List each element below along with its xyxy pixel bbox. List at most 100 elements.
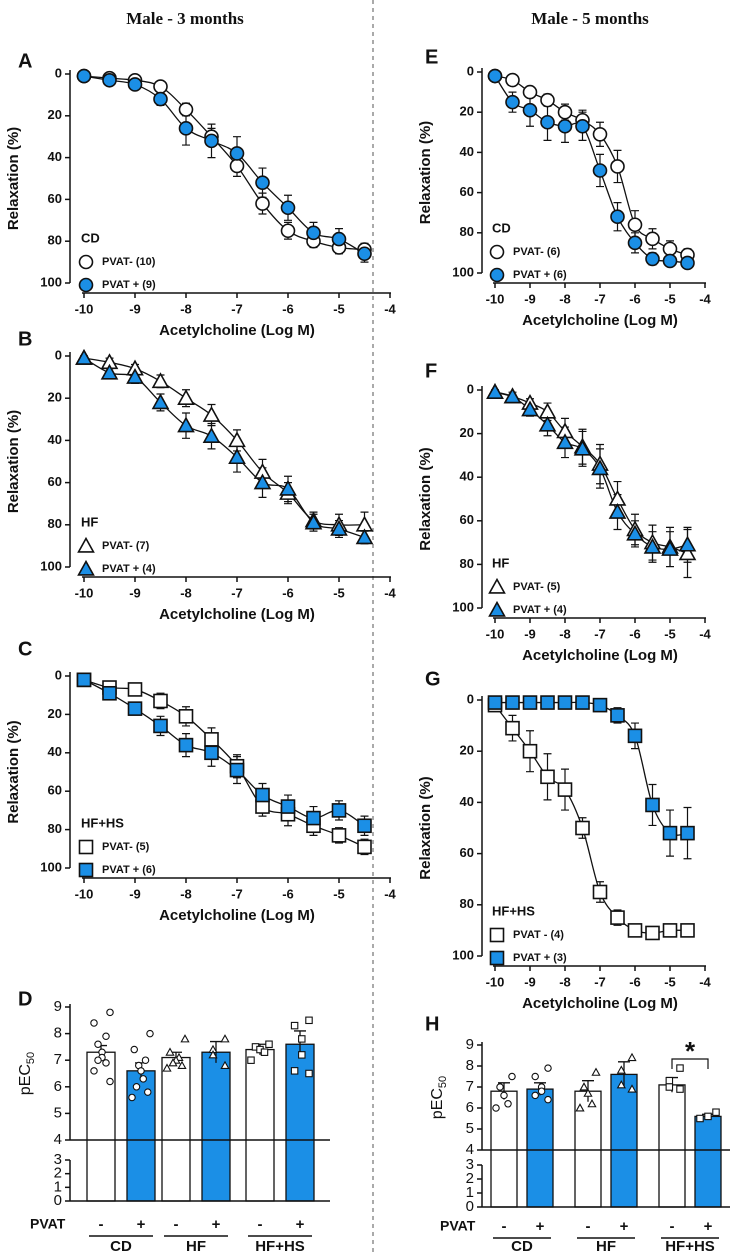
group-label: HF <box>186 1238 206 1254</box>
bar <box>245 1048 275 1202</box>
y-tick-label: 40 <box>48 149 62 164</box>
data-point <box>504 1100 512 1108</box>
data-point <box>280 223 296 239</box>
group-label: HF+HS <box>255 1238 305 1254</box>
data-point <box>676 1064 684 1072</box>
data-point <box>592 127 608 142</box>
data-point <box>298 1051 306 1059</box>
x-tick-label: -5 <box>333 585 345 600</box>
data-point <box>680 825 695 841</box>
x-tick-label: -10 <box>486 626 505 641</box>
data-point <box>610 159 625 174</box>
data-point <box>208 1050 218 1059</box>
bar <box>658 1084 686 1208</box>
x-tick-label: -6 <box>629 626 641 641</box>
data-point <box>680 923 695 938</box>
data-point <box>177 416 195 433</box>
data-point <box>531 1091 539 1100</box>
data-point <box>505 94 520 110</box>
y-tick-label: 20 <box>460 104 474 119</box>
x-tick-label: -9 <box>129 585 141 600</box>
significance-bracket <box>671 1058 709 1069</box>
y-tick-label: 0 <box>55 667 62 682</box>
y-tick-label: 80 <box>460 896 474 911</box>
data-point <box>487 695 503 710</box>
data-point <box>130 1045 139 1054</box>
data-point <box>127 682 143 697</box>
bar <box>610 1073 638 1208</box>
panel-letter: G <box>425 668 441 690</box>
data-point <box>627 1084 637 1093</box>
data-point <box>162 1063 172 1072</box>
data-point <box>627 217 643 233</box>
y-tick-label: 40 <box>460 469 474 484</box>
data-point <box>100 363 119 380</box>
data-point <box>487 68 503 84</box>
y-tick-label: 6 <box>54 1078 62 1095</box>
legend-label: PVAT- (6) <box>513 246 561 258</box>
data-point <box>587 1098 597 1108</box>
y-axis-label: Relaxation (%) <box>417 447 434 550</box>
data-point <box>505 720 520 736</box>
x-tick-label: -10 <box>75 886 94 901</box>
fit-line <box>494 701 688 836</box>
x-tick-label: -4 <box>699 291 711 306</box>
x-tick-label: -6 <box>282 301 294 316</box>
data-point <box>540 769 555 785</box>
data-point <box>228 431 246 448</box>
data-point <box>106 1077 114 1086</box>
data-point <box>255 787 270 803</box>
data-point <box>645 925 660 941</box>
column-header: Male - 5 months <box>531 9 649 28</box>
y-axis-label: Relaxation (%) <box>5 410 22 513</box>
data-point <box>331 828 347 843</box>
y-tick-label: 40 <box>48 432 62 447</box>
fit-line <box>83 75 365 251</box>
data-point <box>229 158 245 174</box>
data-point <box>544 1095 552 1104</box>
data-point <box>153 693 168 709</box>
y-axis-label-sub: 50 <box>25 1052 37 1064</box>
data-point <box>592 163 608 178</box>
bar <box>161 1056 191 1202</box>
data-point <box>137 1067 145 1075</box>
data-point <box>579 1082 589 1091</box>
legend-label: PVAT + (9) <box>102 279 156 291</box>
x-tick-label: -10 <box>75 301 94 316</box>
legend-marker <box>489 244 505 260</box>
data-point <box>662 825 678 841</box>
x-tick-label: -8 <box>180 886 192 901</box>
y-tick-label: 3 <box>466 1156 474 1173</box>
x-tick-label: -10 <box>486 291 505 306</box>
data-point <box>102 685 117 701</box>
x-tick-label: -5 <box>664 974 676 989</box>
data-point <box>537 1087 546 1095</box>
data-point <box>220 1034 230 1043</box>
data-point <box>661 540 679 556</box>
x-tick-label: -9 <box>524 291 536 306</box>
data-point <box>151 372 170 389</box>
data-point <box>255 175 270 190</box>
y-tick-label: 20 <box>48 706 62 721</box>
data-point <box>544 1064 552 1072</box>
panel-letter: F <box>425 360 437 382</box>
x-tick-label: -8 <box>559 626 571 641</box>
data-point <box>645 251 660 267</box>
data-point <box>132 1083 141 1091</box>
data-point <box>168 1058 178 1067</box>
data-point <box>102 1032 110 1041</box>
y-tick-label: 100 <box>40 274 62 289</box>
data-point <box>643 537 662 554</box>
factor-level: - <box>99 1216 104 1233</box>
legend-marker <box>78 277 94 293</box>
x-tick-label: -5 <box>664 626 676 641</box>
data-point <box>540 114 555 130</box>
x-tick-label: -7 <box>231 301 243 316</box>
data-point <box>90 1067 98 1075</box>
legend-marker <box>489 267 505 283</box>
data-point <box>330 519 348 536</box>
data-point <box>592 697 608 713</box>
y-tick-label: 100 <box>452 947 474 962</box>
data-point <box>540 92 555 108</box>
data-point <box>503 387 522 404</box>
